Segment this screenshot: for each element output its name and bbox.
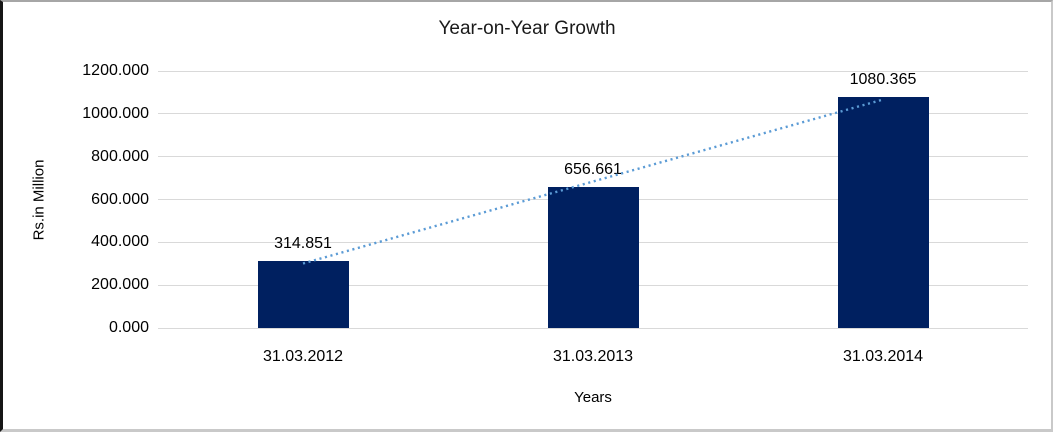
x-axis-title: Years: [574, 389, 612, 406]
y-tick-label: 600.000: [91, 190, 149, 208]
chart-canvas: Year-on-Year Growth Rs.in Million 0.000 2…: [3, 2, 1051, 429]
y-tick-label: 400.000: [91, 233, 149, 251]
y-tick-label: 0.000: [108, 319, 149, 336]
y-tick-label: 200.000: [91, 276, 149, 294]
x-tick-label: 31.03.2012: [262, 348, 344, 365]
chart-title: Year-on-Year Growth: [438, 18, 616, 39]
bar: [258, 260, 349, 328]
y-gridline: [158, 327, 1028, 329]
bar: [838, 96, 929, 328]
x-tick-label: 31.03.2013: [552, 348, 634, 365]
y-tick-label: 1000.000: [82, 104, 149, 122]
bar: [548, 187, 639, 328]
bar-data-label: 314.851: [274, 234, 332, 252]
y-tick-label: 800.000: [91, 147, 149, 165]
y-tick-label: 1200.000: [82, 62, 149, 79]
bar-data-label: 1080.365: [849, 70, 917, 88]
y-gridline: [158, 70, 1028, 72]
bar-data-label: 656.661: [564, 161, 622, 179]
x-tick-label: 31.03.2014: [842, 348, 924, 365]
